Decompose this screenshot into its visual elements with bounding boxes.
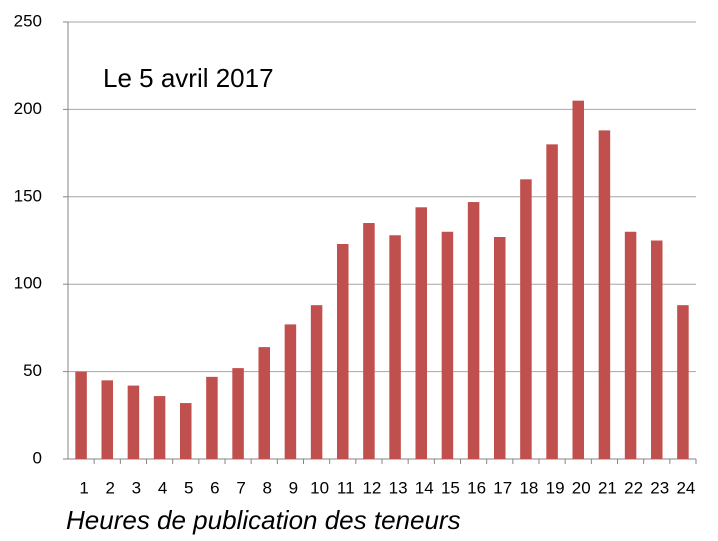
bar: [336, 243, 349, 459]
x-tick-label: 16: [467, 478, 486, 497]
x-tick-label: 23: [650, 478, 669, 497]
bar: [363, 223, 375, 459]
x-tick-label: 17: [493, 478, 512, 497]
bar: [127, 385, 140, 459]
x-tick-label: 18: [519, 478, 538, 497]
x-tick-label: 15: [441, 478, 460, 497]
x-tick-label: 21: [598, 478, 617, 497]
x-tick-label: 10: [310, 478, 329, 497]
x-tick-label: 6: [210, 478, 219, 497]
bar: [258, 347, 271, 459]
x-tick-label: 13: [389, 478, 408, 497]
bar: [284, 324, 297, 459]
x-tick-label: 5: [184, 478, 193, 497]
bar: [232, 368, 244, 459]
bar: [389, 235, 401, 459]
x-tick-label: 3: [132, 478, 141, 497]
x-tick-label: 9: [289, 478, 298, 497]
bar: [310, 305, 323, 459]
bar: [572, 100, 585, 459]
bar: [441, 231, 454, 459]
x-tick-label: 19: [546, 478, 565, 497]
bar: [75, 371, 87, 459]
x-tick-label: 8: [263, 478, 272, 497]
y-tick-label: 50: [23, 361, 42, 380]
bar: [546, 144, 558, 460]
bar: [598, 130, 611, 459]
bar: [415, 207, 428, 459]
x-tick-label: 24: [676, 478, 695, 497]
bar: [153, 396, 166, 459]
x-tick-label: 4: [158, 478, 167, 497]
bar: [677, 305, 689, 459]
x-tick-label: 11: [337, 478, 355, 497]
bar: [179, 403, 192, 459]
x-tick-label: 20: [572, 478, 591, 497]
y-tick-label: 100: [14, 274, 42, 293]
x-tick-label: 1: [79, 478, 88, 497]
bar: [101, 380, 114, 459]
x-tick-label: 12: [362, 478, 381, 497]
bar: [467, 202, 480, 459]
y-tick-label: 200: [14, 99, 42, 118]
y-tick-label: 0: [33, 448, 42, 467]
x-tick-label: 2: [106, 478, 115, 497]
annotation: Le 5 avril 2017: [103, 63, 274, 93]
bar: [520, 179, 532, 459]
bar: [624, 231, 637, 459]
x-tick-label: 14: [415, 478, 434, 497]
x-axis-label: Heures de publication des teneurs: [66, 505, 461, 535]
bar: [206, 376, 218, 459]
x-tick-label: 22: [624, 478, 643, 497]
bar: [650, 240, 663, 459]
y-tick-label: 250: [14, 11, 42, 30]
bar: [493, 237, 506, 459]
x-tick-label: 7: [236, 478, 245, 497]
y-tick-label: 150: [14, 186, 42, 205]
